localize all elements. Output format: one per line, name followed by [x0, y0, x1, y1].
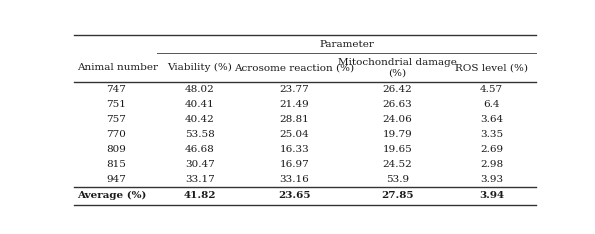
Text: Average (%): Average (%) [77, 191, 146, 200]
Text: 19.65: 19.65 [382, 145, 412, 154]
Text: 28.81: 28.81 [280, 115, 309, 124]
Text: 2.69: 2.69 [480, 145, 503, 154]
Text: 2.98: 2.98 [480, 160, 503, 169]
Text: 48.02: 48.02 [185, 85, 215, 94]
Text: Viability (%): Viability (%) [168, 63, 233, 73]
Text: 53.9: 53.9 [386, 175, 409, 184]
Text: 46.68: 46.68 [185, 145, 215, 154]
Text: 40.41: 40.41 [185, 100, 215, 109]
Text: 41.82: 41.82 [184, 191, 216, 200]
Text: 3.35: 3.35 [480, 130, 503, 139]
Text: 809: 809 [106, 145, 126, 154]
Text: Animal number: Animal number [77, 63, 158, 73]
Text: 30.47: 30.47 [185, 160, 215, 169]
Text: 3.93: 3.93 [480, 175, 503, 184]
Text: Mitochondrial damage
(%): Mitochondrial damage (%) [338, 58, 456, 78]
Text: 751: 751 [106, 100, 126, 109]
Text: 23.77: 23.77 [280, 85, 309, 94]
Text: 40.42: 40.42 [185, 115, 215, 124]
Text: 3.64: 3.64 [480, 115, 503, 124]
Text: 770: 770 [106, 130, 126, 139]
Text: 27.85: 27.85 [381, 191, 414, 200]
Text: 16.33: 16.33 [280, 145, 309, 154]
Text: 21.49: 21.49 [280, 100, 309, 109]
Text: 747: 747 [106, 85, 126, 94]
Text: 25.04: 25.04 [280, 130, 309, 139]
Text: 26.63: 26.63 [382, 100, 412, 109]
Text: 815: 815 [106, 160, 126, 169]
Text: 33.17: 33.17 [185, 175, 215, 184]
Text: 24.52: 24.52 [382, 160, 412, 169]
Text: ROS level (%): ROS level (%) [455, 63, 528, 73]
Text: 24.06: 24.06 [382, 115, 412, 124]
Text: 33.16: 33.16 [280, 175, 309, 184]
Text: 947: 947 [106, 175, 126, 184]
Text: 26.42: 26.42 [382, 85, 412, 94]
Text: 6.4: 6.4 [484, 100, 500, 109]
Text: 4.57: 4.57 [480, 85, 503, 94]
Text: 757: 757 [106, 115, 126, 124]
Text: Acrosome reaction (%): Acrosome reaction (%) [234, 63, 355, 73]
Text: 16.97: 16.97 [280, 160, 309, 169]
Text: 53.58: 53.58 [185, 130, 215, 139]
Text: 3.94: 3.94 [479, 191, 504, 200]
Text: Parameter: Parameter [319, 40, 374, 49]
Text: 23.65: 23.65 [278, 191, 311, 200]
Text: 19.79: 19.79 [382, 130, 412, 139]
